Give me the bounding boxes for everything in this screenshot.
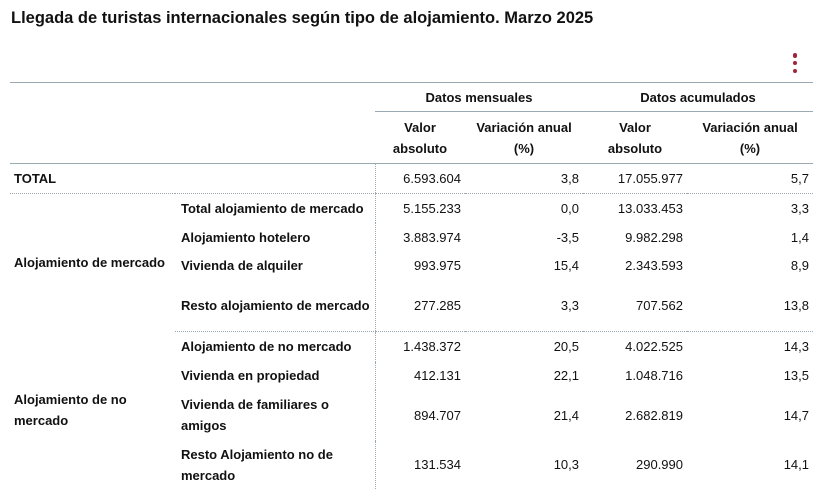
cell-monthly-variation: -3,5 [556,229,579,245]
row-label: Vivienda de alquiler [181,258,303,273]
table-row: Alojamiento de no mercado Alojamiento de… [10,331,813,428]
row-label: Vivienda en propiedad [181,368,320,383]
row-label: TOTAL [10,163,375,194]
menu-dot [792,60,798,66]
header-empty [10,82,375,112]
group-label: Alojamiento de mercado [14,255,165,271]
table-row: Resto Alojamiento no de mercado 131.534 … [10,440,813,489]
cell-cumulative-value: 290.990 [636,457,683,472]
header-empty [10,111,375,164]
cell-cumulative-variation: 14,1 [783,457,809,472]
table-row: Vivienda de alquiler 993.975 15,4 2.343.… [10,251,813,280]
cell-cumulative-variation: 13,5 [783,368,809,383]
header-cumulative-value: Valor absoluto [583,111,687,164]
cell-monthly-variation: 21,4 [553,407,579,423]
table-row-total: TOTAL 6.593.604 3,8 17.055.977 5,7 [10,163,813,194]
cell-cumulative-variation: 13,8 [687,279,813,332]
cell-cumulative-value: 4.022.525 [625,339,683,355]
row-label: Vivienda de familiares o amigos [181,397,329,433]
menu-dot [792,53,798,58]
menu-dot [792,68,798,73]
cell-cumulative-value: 707.562 [583,279,687,332]
row-label: Resto alojamiento de mercado [175,279,375,332]
cell-cumulative-value: 1.048.716 [625,368,683,383]
header-monthly-variation: Variación anual (%) [465,111,583,164]
vertical-ellipsis-icon[interactable] [791,53,799,73]
group-label: Alojamiento de no mercado [14,392,127,428]
header-group-cumulative: Datos acumulados [583,82,813,112]
cell-monthly-variation: 20,5 [553,339,579,355]
table-row: Vivienda de familiares o amigos 894.707 … [10,389,813,441]
row-label: Alojamiento hotelero [181,229,311,245]
cell-monthly-variation: 3,8 [465,163,583,194]
cell-cumulative-value: 2.343.593 [625,258,683,273]
cell-cumulative-value: 2.682.819 [625,407,683,423]
cell-cumulative-value: 17.055.977 [583,163,687,194]
cell-cumulative-variation: 5,7 [687,163,813,194]
cell-monthly-value: 6.593.604 [374,163,465,194]
cell-monthly-variation: 22,1 [553,368,579,383]
table-row: Alojamiento de mercado Total alojamiento… [10,193,813,270]
cell-cumulative-value: 9.982.298 [625,229,683,245]
cell-monthly-value: 277.285 [374,279,465,332]
cell-cumulative-value: 13.033.453 [617,200,683,216]
cell-monthly-variation: 15,4 [553,258,579,273]
cell-cumulative-variation: 3,3 [790,200,809,216]
header-group-monthly: Datos mensuales [375,82,583,112]
cell-cumulative-variation: 1,4 [790,229,809,245]
cell-cumulative-variation: 14,7 [783,407,809,423]
row-label: Total alojamiento de mercado [181,200,364,216]
table-row: Alojamiento hotelero 3.883.974 -3,5 9.98… [10,222,813,252]
table-row: Resto alojamiento de mercado 277.285 3,3… [10,279,813,332]
cell-monthly-value: 131.534 [374,440,465,489]
cell-cumulative-variation: 14,3 [783,339,809,355]
cell-monthly-value: 5.155.233 [374,193,465,223]
cell-monthly-variation: 10,3 [553,457,579,472]
cell-monthly-value: 412.131 [374,361,465,390]
cell-monthly-value: 894.707 [374,389,465,441]
cell-monthly-variation: 0,0 [560,200,579,216]
row-label: Resto Alojamiento no de mercado [181,446,333,483]
cell-monthly-value: 3.883.974 [374,222,465,252]
page-title: Llegada de turistas internacionales segú… [11,9,594,27]
cell-monthly-variation: 3,3 [465,279,583,332]
row-label: Alojamiento de no mercado [181,339,352,355]
cell-monthly-value: 993.975 [374,251,465,280]
header-monthly-value: Valor absoluto [375,111,465,164]
data-table: Datos mensuales Datos acumulados Valor ab… [10,82,813,489]
table-row: Vivienda en propiedad 412.131 22,1 1.048… [10,361,813,390]
header-cumulative-variation: Variación anual (%) [687,111,813,164]
cell-cumulative-variation: 8,9 [790,258,809,273]
cell-monthly-value: 1.438.372 [374,331,465,362]
